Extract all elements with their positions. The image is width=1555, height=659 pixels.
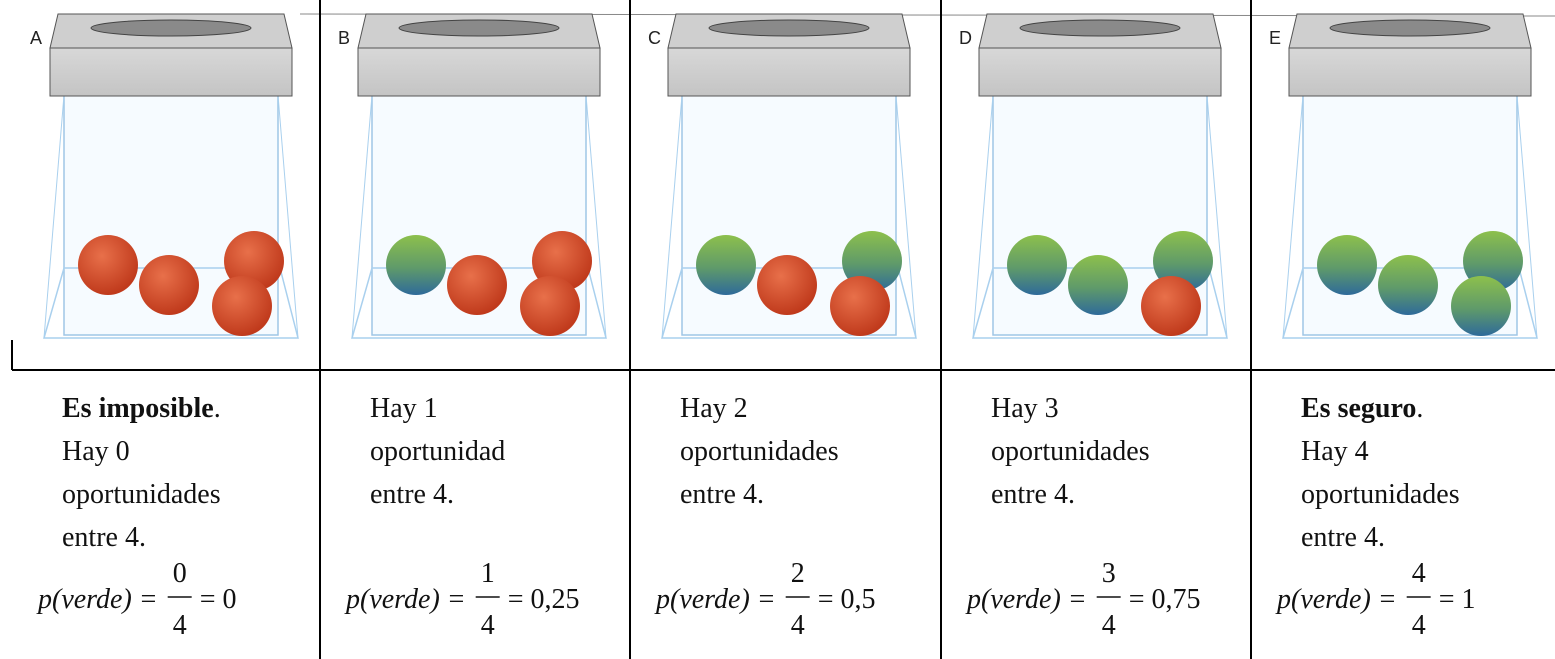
body-line: Hay 3 bbox=[991, 393, 1059, 424]
panel-letter: E bbox=[1269, 28, 1281, 48]
ball bbox=[520, 276, 580, 336]
lid-front bbox=[50, 48, 292, 96]
lead-end: . bbox=[1416, 393, 1423, 424]
formula-lhs: p(verde) = bbox=[1275, 584, 1397, 615]
body-line: Hay 1 bbox=[370, 393, 438, 424]
ball bbox=[696, 235, 756, 295]
formula-lhs: p(verde) = bbox=[36, 584, 158, 615]
formula-result: = 0 bbox=[200, 584, 237, 615]
formula-numerator: 2 bbox=[791, 558, 805, 589]
formula-denominator: 4 bbox=[1412, 610, 1426, 641]
jar bbox=[44, 14, 298, 338]
panel-letter: C bbox=[648, 28, 661, 48]
lid-front bbox=[979, 48, 1221, 96]
ball bbox=[757, 255, 817, 315]
ball bbox=[1378, 255, 1438, 315]
formula-denominator: 4 bbox=[1102, 610, 1116, 641]
formula-denominator: 4 bbox=[481, 610, 495, 641]
lead-text: Es seguro. bbox=[1301, 393, 1423, 424]
formula-result: = 0,5 bbox=[818, 584, 876, 615]
body-line: Hay 4 bbox=[1301, 436, 1369, 467]
formula-result: = 1 bbox=[1439, 584, 1476, 615]
lid-hole bbox=[1330, 20, 1490, 36]
body-line: oportunidades bbox=[680, 436, 839, 467]
lid-hole bbox=[1020, 20, 1180, 36]
lid-hole bbox=[709, 20, 869, 36]
ball bbox=[1068, 255, 1128, 315]
formula-result: = 0,75 bbox=[1129, 584, 1201, 615]
jar bbox=[662, 14, 916, 338]
panel-letter: A bbox=[30, 28, 42, 48]
ball bbox=[447, 255, 507, 315]
ball bbox=[386, 235, 446, 295]
formula-lhs: p(verde) = bbox=[654, 584, 776, 615]
formula-numerator: 0 bbox=[173, 558, 187, 589]
formula-numerator: 4 bbox=[1412, 558, 1426, 589]
ball bbox=[1007, 235, 1067, 295]
ball bbox=[78, 235, 138, 295]
ball bbox=[1451, 276, 1511, 336]
jar bbox=[352, 14, 606, 338]
body-line: entre 4. bbox=[370, 479, 454, 510]
lid-hole bbox=[399, 20, 559, 36]
body-line: oportunidades bbox=[1301, 479, 1460, 510]
ball bbox=[139, 255, 199, 315]
jar bbox=[1283, 14, 1537, 338]
panel-letter: D bbox=[959, 28, 972, 48]
lead-end: . bbox=[214, 393, 221, 424]
body-line: entre 4. bbox=[62, 522, 146, 553]
ball bbox=[1141, 276, 1201, 336]
lead-text: Es imposible. bbox=[62, 393, 221, 424]
body-line: entre 4. bbox=[1301, 522, 1385, 553]
jar bbox=[973, 14, 1227, 338]
body-line: entre 4. bbox=[680, 479, 764, 510]
formula-lhs: p(verde) = bbox=[344, 584, 466, 615]
formula-numerator: 1 bbox=[481, 558, 495, 589]
formula-denominator: 4 bbox=[173, 610, 187, 641]
formula-denominator: 4 bbox=[791, 610, 805, 641]
formula-result: = 0,25 bbox=[508, 584, 580, 615]
ball bbox=[212, 276, 272, 336]
formula-lhs: p(verde) = bbox=[965, 584, 1087, 615]
lid-front bbox=[668, 48, 910, 96]
formula-numerator: 3 bbox=[1102, 558, 1116, 589]
page: A Es imposible. Hay 0 oportunidades entre 4.… bbox=[0, 0, 1555, 659]
lead-bold: Es seguro bbox=[1301, 393, 1416, 424]
body-line: Hay 0 bbox=[62, 436, 130, 467]
lid-front bbox=[358, 48, 600, 96]
lead-bold: Es imposible bbox=[62, 393, 214, 424]
lid-hole bbox=[91, 20, 251, 36]
ball bbox=[1317, 235, 1377, 295]
body-line: oportunidad bbox=[370, 436, 505, 467]
panel-letter: B bbox=[338, 28, 350, 48]
ball bbox=[830, 276, 890, 336]
lid-front bbox=[1289, 48, 1531, 96]
body-line: Hay 2 bbox=[680, 393, 748, 424]
body-line: oportunidades bbox=[62, 479, 221, 510]
body-line: entre 4. bbox=[991, 479, 1075, 510]
body-line: oportunidades bbox=[991, 436, 1150, 467]
